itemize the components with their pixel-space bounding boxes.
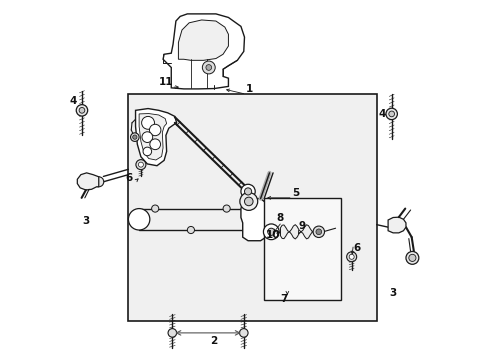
Circle shape bbox=[385, 108, 397, 120]
Circle shape bbox=[408, 254, 415, 261]
Circle shape bbox=[187, 226, 194, 234]
Circle shape bbox=[315, 229, 321, 235]
Circle shape bbox=[241, 184, 255, 199]
Circle shape bbox=[143, 147, 151, 156]
Circle shape bbox=[240, 193, 257, 210]
Circle shape bbox=[348, 254, 353, 259]
Circle shape bbox=[239, 329, 247, 337]
Text: 11: 11 bbox=[158, 77, 173, 87]
Circle shape bbox=[263, 224, 279, 240]
Circle shape bbox=[142, 132, 152, 143]
Text: 9: 9 bbox=[298, 221, 305, 231]
Polygon shape bbox=[135, 109, 176, 166]
Circle shape bbox=[142, 116, 154, 129]
Polygon shape bbox=[387, 217, 405, 233]
Polygon shape bbox=[77, 173, 99, 190]
Circle shape bbox=[388, 111, 394, 117]
Circle shape bbox=[151, 205, 159, 212]
Circle shape bbox=[132, 135, 137, 139]
Circle shape bbox=[149, 124, 161, 136]
Text: 8: 8 bbox=[276, 212, 283, 222]
Circle shape bbox=[136, 159, 145, 170]
Circle shape bbox=[223, 205, 230, 212]
Circle shape bbox=[76, 105, 87, 116]
Bar bbox=[264, 198, 340, 300]
Circle shape bbox=[267, 228, 274, 235]
Circle shape bbox=[149, 139, 160, 150]
Circle shape bbox=[346, 252, 356, 262]
Bar bbox=[128, 94, 376, 321]
Circle shape bbox=[312, 226, 324, 238]
Circle shape bbox=[202, 61, 215, 74]
Text: 3: 3 bbox=[82, 216, 89, 226]
Circle shape bbox=[138, 162, 143, 167]
Circle shape bbox=[244, 188, 251, 195]
Text: 4: 4 bbox=[69, 96, 77, 107]
Text: 6: 6 bbox=[125, 173, 133, 183]
Circle shape bbox=[79, 108, 84, 113]
Circle shape bbox=[130, 133, 139, 141]
Circle shape bbox=[405, 251, 418, 264]
Polygon shape bbox=[178, 20, 228, 60]
Text: 6: 6 bbox=[353, 243, 360, 253]
Circle shape bbox=[94, 177, 103, 187]
Text: 7: 7 bbox=[280, 294, 287, 303]
Circle shape bbox=[128, 208, 149, 230]
Text: 3: 3 bbox=[388, 288, 396, 297]
Text: 2: 2 bbox=[210, 337, 217, 346]
Text: 10: 10 bbox=[265, 230, 280, 240]
Circle shape bbox=[244, 197, 253, 206]
Circle shape bbox=[168, 329, 176, 337]
Text: 4: 4 bbox=[378, 109, 385, 119]
Text: 5: 5 bbox=[292, 188, 299, 198]
Polygon shape bbox=[241, 199, 272, 241]
Polygon shape bbox=[139, 113, 166, 160]
Polygon shape bbox=[163, 14, 244, 89]
Circle shape bbox=[205, 64, 211, 70]
Text: 1: 1 bbox=[246, 84, 253, 94]
Circle shape bbox=[292, 215, 301, 224]
